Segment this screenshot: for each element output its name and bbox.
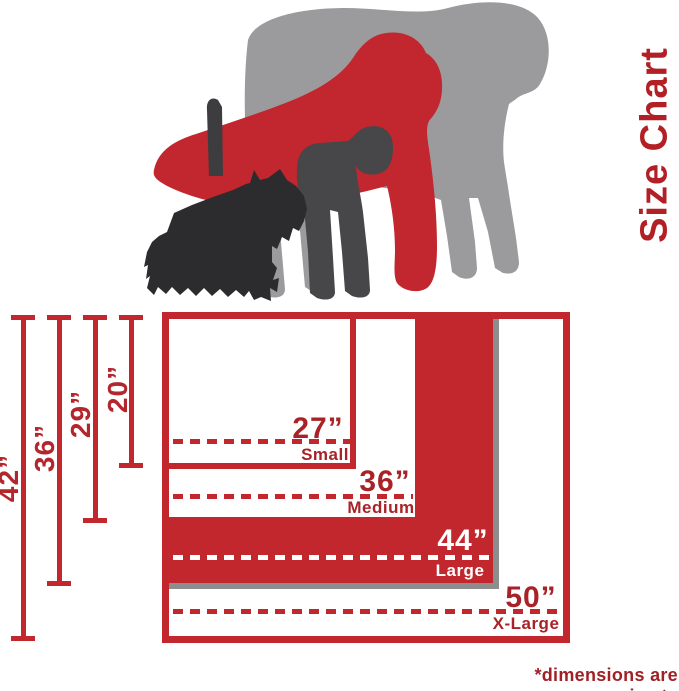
terrier-tail-icon [206,98,223,176]
small-bed-box [169,319,356,469]
bar-bottom-cap [11,636,35,641]
medium-dark-gray-dog-icon [296,126,393,300]
bar-bottom-cap [47,581,71,586]
large-gray-dog-icon [244,2,549,298]
small-name-label: Small [301,445,349,464]
bar-bottom-cap [83,518,107,523]
bar-top-cap [11,315,35,320]
bar-top-cap [47,315,71,320]
height-bar-29 [83,315,107,523]
small-black-terrier-dog-icon [144,169,307,301]
bar-stem [20,320,26,636]
bar-stem [128,320,134,463]
medium-length-label: 36” [359,465,411,498]
height-bar-label-20: 20” [102,364,133,414]
small-length-dashed-line [173,439,351,444]
page-title: Size Chart [633,47,676,243]
large-length-dashed-line [173,555,489,560]
height-bar-36 [47,315,71,586]
dimensions-footnote: *dimensions are approximate [534,665,678,691]
red-retriever-dog-icon [153,32,443,292]
bar-stem [56,320,62,581]
medium-name-label: Medium [347,498,415,517]
height-bar-42 [11,315,35,641]
bar-stem [92,320,98,518]
large-name-label: Large [435,561,485,580]
large-length-label: 44” [437,524,489,557]
xlarge-name-label: X-Large [492,614,560,633]
xlarge-length-label: 50” [505,581,557,614]
height-bar-label-29: 29” [65,389,96,439]
height-bar-label-36: 36” [29,423,60,473]
bar-top-cap [119,315,143,320]
xlarge-bed-box: 27” Small 36” Medium 44” Large 50” X-Lar… [162,312,570,643]
height-bar-label-42: 42” [0,453,24,503]
bar-top-cap [83,315,107,320]
xlarge-length-dashed-line [173,609,558,614]
bar-bottom-cap [119,463,143,468]
small-length-label: 27” [292,412,344,445]
height-bar-20 [119,315,143,468]
medium-length-dashed-line [173,494,413,499]
